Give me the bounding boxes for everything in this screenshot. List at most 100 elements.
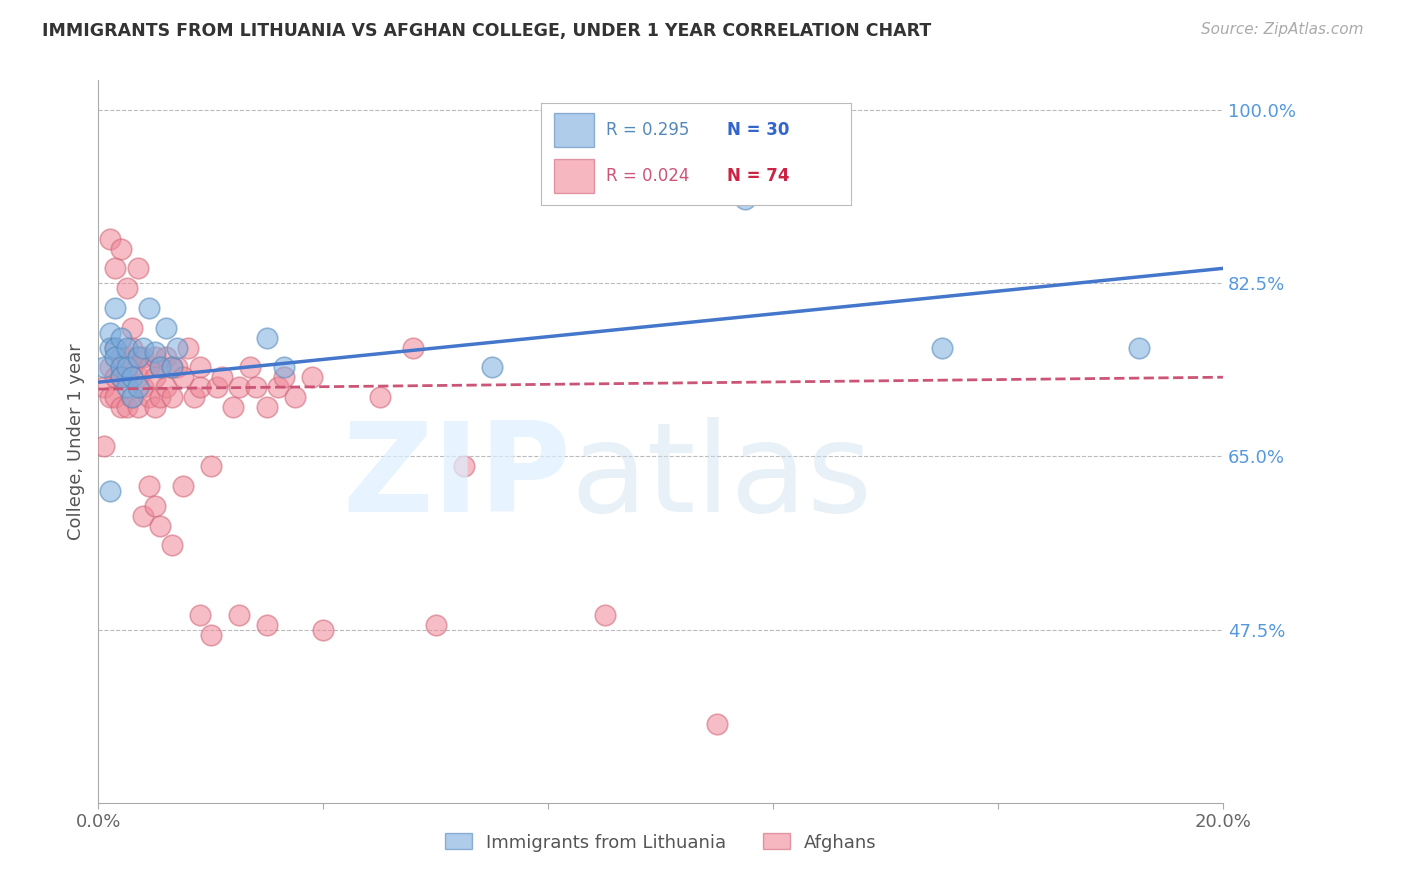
Point — [143, 345, 166, 359]
Point — [127, 380, 149, 394]
Point — [188, 607, 211, 622]
Point — [121, 370, 143, 384]
Text: N = 74: N = 74 — [727, 167, 789, 185]
Point — [160, 390, 183, 404]
Point — [121, 360, 143, 375]
Point — [93, 360, 115, 375]
Point — [273, 370, 295, 384]
Point — [228, 607, 250, 622]
Point — [104, 341, 127, 355]
Point — [104, 301, 127, 315]
Text: IMMIGRANTS FROM LITHUANIA VS AFGHAN COLLEGE, UNDER 1 YEAR CORRELATION CHART: IMMIGRANTS FROM LITHUANIA VS AFGHAN COLL… — [42, 22, 931, 40]
Legend: Immigrants from Lithuania, Afghans: Immigrants from Lithuania, Afghans — [437, 826, 884, 859]
Point — [104, 351, 127, 365]
Point — [149, 360, 172, 375]
Point — [312, 623, 335, 637]
Text: N = 30: N = 30 — [727, 120, 789, 139]
Point — [205, 380, 228, 394]
Point — [284, 390, 307, 404]
Point — [160, 539, 183, 553]
Point — [734, 192, 756, 206]
Point — [132, 380, 155, 394]
Point — [256, 617, 278, 632]
Point — [138, 301, 160, 315]
Y-axis label: College, Under 1 year: College, Under 1 year — [66, 343, 84, 540]
Point — [155, 320, 177, 334]
Point — [188, 380, 211, 394]
Point — [115, 400, 138, 414]
Point — [273, 360, 295, 375]
Point — [110, 370, 132, 384]
Point — [211, 370, 233, 384]
Point — [149, 390, 172, 404]
Point — [172, 479, 194, 493]
Point — [368, 390, 391, 404]
Point — [245, 380, 267, 394]
Point — [93, 440, 115, 454]
Point — [127, 400, 149, 414]
Point — [593, 607, 616, 622]
Point — [104, 370, 127, 384]
Point — [481, 360, 503, 375]
Point — [453, 459, 475, 474]
Point — [239, 360, 262, 375]
Point — [115, 380, 138, 394]
Point — [177, 341, 200, 355]
Point — [402, 341, 425, 355]
Point — [1128, 341, 1150, 355]
Point — [425, 617, 447, 632]
Point — [110, 370, 132, 384]
Point — [256, 330, 278, 344]
Point — [104, 261, 127, 276]
Point — [98, 483, 121, 498]
Point — [127, 370, 149, 384]
Point — [132, 341, 155, 355]
Point — [706, 716, 728, 731]
Text: atlas: atlas — [571, 417, 873, 538]
Point — [127, 261, 149, 276]
Point — [110, 400, 132, 414]
Point — [138, 360, 160, 375]
Point — [256, 400, 278, 414]
Point — [98, 341, 121, 355]
Point — [143, 400, 166, 414]
Text: ZIP: ZIP — [342, 417, 571, 538]
Point — [166, 360, 188, 375]
Point — [121, 341, 143, 355]
Point — [200, 459, 222, 474]
Point — [267, 380, 290, 394]
Point — [160, 360, 183, 375]
Text: Source: ZipAtlas.com: Source: ZipAtlas.com — [1201, 22, 1364, 37]
Point — [121, 390, 143, 404]
Text: R = 0.295: R = 0.295 — [606, 120, 689, 139]
Point — [115, 370, 138, 384]
Point — [188, 360, 211, 375]
Point — [115, 341, 138, 355]
Point — [931, 341, 953, 355]
Point — [228, 380, 250, 394]
Point — [110, 242, 132, 256]
Point — [93, 380, 115, 394]
Point — [132, 508, 155, 523]
Point — [143, 370, 166, 384]
Point — [160, 360, 183, 375]
Point — [301, 370, 323, 384]
Point — [138, 479, 160, 493]
Point — [98, 232, 121, 246]
Point — [110, 360, 132, 375]
Point — [172, 370, 194, 384]
Point — [110, 351, 132, 365]
Point — [155, 380, 177, 394]
Bar — [554, 112, 593, 146]
Point — [200, 627, 222, 641]
Point — [115, 281, 138, 295]
Point — [121, 320, 143, 334]
Point — [166, 341, 188, 355]
Point — [98, 390, 121, 404]
Point — [98, 360, 121, 375]
Point — [183, 390, 205, 404]
Point — [155, 351, 177, 365]
Bar — [554, 159, 593, 193]
Point — [127, 351, 149, 365]
Point — [138, 390, 160, 404]
